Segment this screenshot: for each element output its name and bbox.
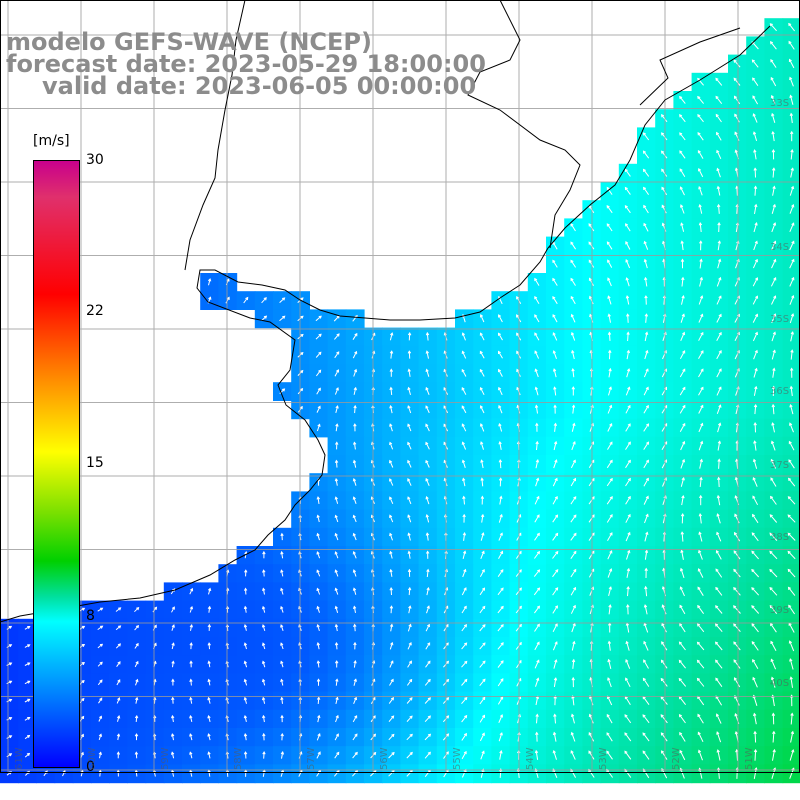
color-scale-bar: [33, 160, 80, 768]
wind-vectors: [6, 22, 796, 779]
lon-label: 57W: [306, 747, 317, 770]
lon-label: 59W: [160, 747, 171, 770]
lon-label: 54W: [525, 747, 536, 770]
lon-label: 61W: [14, 747, 25, 770]
lon-label: 55W: [452, 747, 463, 770]
model-title: modelo GEFS-WAVE (NCEP): [6, 28, 372, 56]
lon-label: 58W: [233, 747, 244, 770]
lat-label: 34S: [770, 242, 790, 253]
lat-label: 36S: [770, 386, 790, 397]
lon-label: 51W: [744, 747, 755, 770]
legend-tick-0: 0: [86, 759, 95, 775]
valid-date: valid date: 2023-06-05 00:00:00: [42, 72, 477, 100]
legend-tick-22: 22: [86, 303, 104, 319]
lat-label: 39S: [770, 605, 790, 616]
forecast-date: forecast date: 2023-05-29 18:00:00: [6, 50, 486, 78]
legend-unit: [m/s]: [33, 133, 70, 149]
legend-tick-15: 15: [86, 455, 104, 471]
lat-lon-grid: [0, 0, 800, 772]
lon-label: 60W: [87, 747, 98, 770]
lat-label: 37S: [770, 460, 790, 471]
lat-label: 38S: [770, 532, 790, 543]
lat-label: 40S: [770, 678, 790, 689]
legend-tick-8: 8: [86, 608, 95, 624]
lat-label: 35S: [770, 314, 790, 325]
lon-label: 53W: [598, 747, 609, 770]
coastline: [0, 0, 771, 623]
legend-tick-30: 30: [86, 152, 104, 168]
lon-label: 52W: [671, 747, 682, 770]
lat-label: 33S: [770, 98, 790, 109]
lon-label: 56W: [379, 747, 390, 770]
